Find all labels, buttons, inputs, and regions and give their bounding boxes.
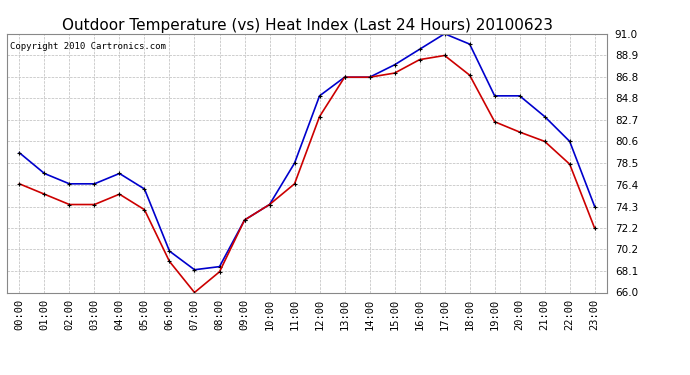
Title: Outdoor Temperature (vs) Heat Index (Last 24 Hours) 20100623: Outdoor Temperature (vs) Heat Index (Las… <box>61 18 553 33</box>
Text: Copyright 2010 Cartronics.com: Copyright 2010 Cartronics.com <box>10 42 166 51</box>
